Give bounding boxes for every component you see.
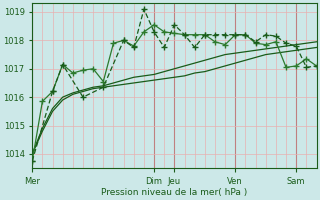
X-axis label: Pression niveau de la mer( hPa ): Pression niveau de la mer( hPa ): [101, 188, 247, 197]
